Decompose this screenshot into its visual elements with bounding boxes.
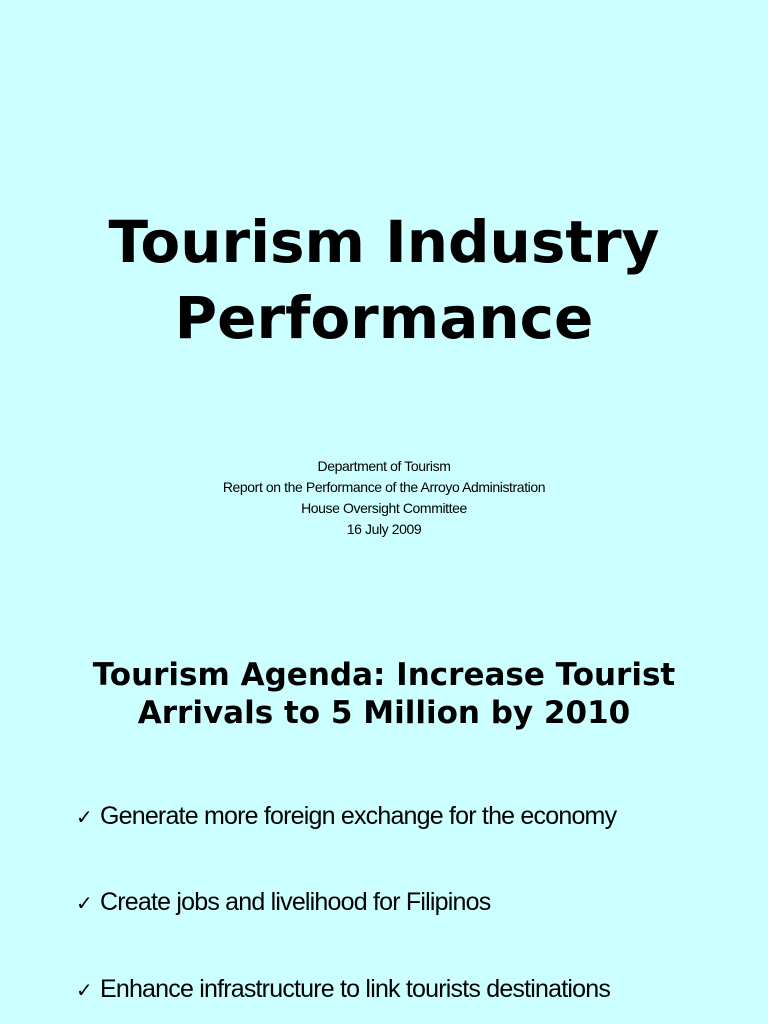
bullet: ✓ Generate more foreign exchange for the … xyxy=(76,802,617,831)
bullet: ✓ Enhance infrastructure to link tourists… xyxy=(76,975,611,1004)
check-icon: ✓ xyxy=(76,978,93,1002)
title-line: Tourism Industry xyxy=(108,208,660,276)
slide-title: Tourism Agenda: Increase Tourist Arrival… xyxy=(0,656,768,732)
bullet: ✓ Create jobs and livelihood for Filipino… xyxy=(76,888,491,917)
check-icon: ✓ xyxy=(76,891,93,915)
subtitle-line: House Oversight Committee xyxy=(301,500,467,516)
subtitle-line: Report on the Performance of the Arroyo … xyxy=(222,479,546,495)
title-line: Performance xyxy=(174,284,594,352)
slide-title: Tourism Industry Performance xyxy=(0,204,768,356)
bullet-text: Enhance infrastructure to link tourists … xyxy=(99,975,611,1003)
title-line: Tourism Agenda: Increase Tourist xyxy=(92,657,676,693)
bullet-text: Generate more foreign exchange for the e… xyxy=(99,802,617,830)
subtitle: Department of Tourism Report on the Perf… xyxy=(0,456,768,540)
bullet-text: Create jobs and livelihood for Filipinos xyxy=(99,888,491,916)
subtitle-line: Department of Tourism xyxy=(317,458,451,474)
subtitle-line: 16 July 2009 xyxy=(346,521,422,537)
title-line: Arrivals to 5 Million by 2010 xyxy=(137,695,631,731)
check-icon: ✓ xyxy=(76,805,93,829)
